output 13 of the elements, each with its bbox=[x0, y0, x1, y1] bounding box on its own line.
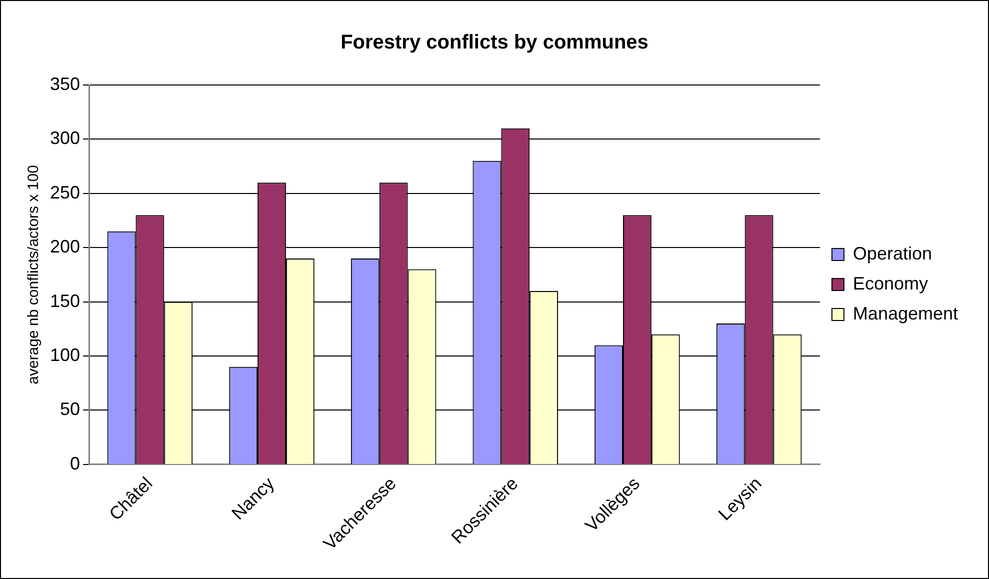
y-tick-label: 50 bbox=[60, 399, 80, 420]
y-axis-title: average nb conflicts/actors x 100 bbox=[25, 165, 42, 384]
y-tick-label: 250 bbox=[50, 182, 80, 202]
legend-label: Management bbox=[852, 303, 958, 324]
y-tick-label: 300 bbox=[50, 128, 80, 148]
y-tick-label: 100 bbox=[50, 345, 80, 366]
y-tick-label: 150 bbox=[50, 290, 80, 311]
y-tick-label: 200 bbox=[50, 236, 80, 257]
chart-title: Forestry conflicts by communes bbox=[340, 32, 648, 54]
y-tick-label: 350 bbox=[50, 74, 80, 94]
legend-label: Operation bbox=[852, 243, 932, 264]
legend-label: Economy bbox=[852, 273, 928, 294]
y-tick-label: 0 bbox=[70, 453, 80, 474]
